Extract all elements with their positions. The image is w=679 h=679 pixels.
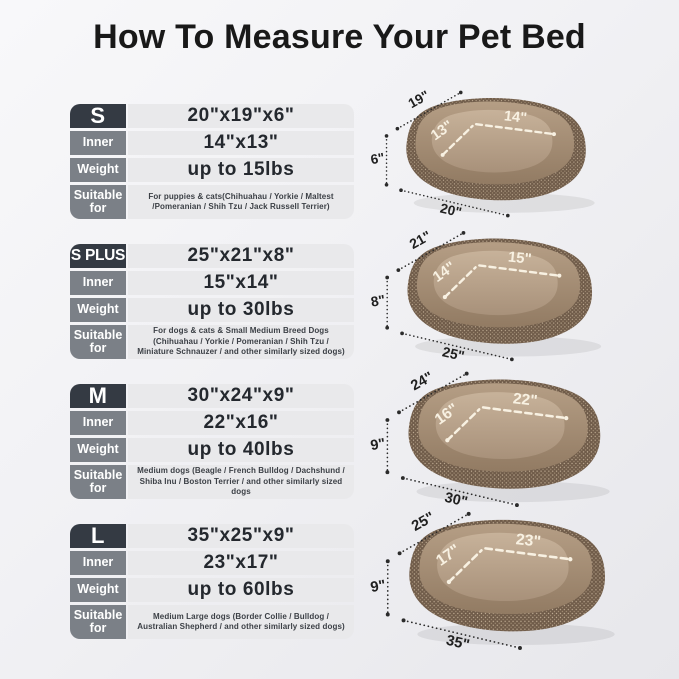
inner-dimensions-value: 15"x14" bbox=[128, 271, 354, 295]
suitable-row-label: Suitable for bbox=[70, 185, 126, 219]
outer-dimensions-value: 30"x24"x9" bbox=[128, 384, 354, 408]
inner-width-dimension: 23" bbox=[515, 531, 542, 551]
table-row: Inner 23"x17" bbox=[70, 551, 354, 575]
bed-shadow bbox=[413, 192, 595, 213]
size-table-l: L 35"x25"x9" Inner 23"x17" Weight up to … bbox=[70, 524, 354, 639]
bed-illustration: 21" 8" 25" 14" 15" bbox=[369, 227, 602, 364]
table-row: Suitable for For dogs & cats & Small Med… bbox=[70, 325, 354, 359]
suitable-value: For puppies & cats(Chihuahau / Yorkie / … bbox=[128, 185, 354, 219]
weight-row-label: Weight bbox=[70, 158, 126, 182]
bed-figure-s: 19" 6" 20" 13" 14" bbox=[369, 78, 642, 226]
weight-row-label: Weight bbox=[70, 578, 126, 602]
size-table-m: M 30"x24"x9" Inner 22"x16" Weight up to … bbox=[70, 384, 354, 499]
bed-illustration: 19" 6" 20" 13" 14" bbox=[369, 88, 595, 220]
table-row: Inner 22"x16" bbox=[70, 411, 354, 435]
front-width-dimension: 30" bbox=[443, 490, 469, 511]
inner-row-label: Inner bbox=[70, 271, 126, 295]
bed-figure-l: 25" 9" 35" 17" 23" bbox=[369, 498, 666, 659]
suitable-row-label: Suitable for bbox=[70, 325, 126, 359]
front-width-dimension: 35" bbox=[444, 633, 470, 654]
bed-cushion bbox=[435, 392, 565, 460]
bed-cushion bbox=[431, 109, 553, 173]
table-row: Weight up to 15lbs bbox=[70, 158, 354, 182]
side-height-dimension: 6" bbox=[370, 150, 386, 167]
top-edge-dimension: 24" bbox=[408, 369, 436, 394]
suitable-value: Medium Large dogs (Border Collie / Bulld… bbox=[128, 605, 354, 639]
outer-dimensions-value: 20"x19"x6" bbox=[128, 104, 354, 128]
size-badge: M bbox=[70, 384, 126, 408]
bed-cushion bbox=[433, 250, 558, 316]
inner-row-label: Inner bbox=[70, 411, 126, 435]
side-height-dimension: 9" bbox=[370, 578, 387, 596]
table-row: Weight up to 40lbs bbox=[70, 438, 354, 462]
table-row: Inner 14"x13" bbox=[70, 131, 354, 155]
inner-dimensions-value: 23"x17" bbox=[128, 551, 354, 575]
bed-shadow bbox=[417, 623, 615, 646]
page-title: How To Measure Your Pet Bed bbox=[93, 18, 586, 56]
suitable-row-label: Suitable for bbox=[70, 465, 126, 499]
table-row: Suitable for Medium Large dogs (Border C… bbox=[70, 605, 354, 639]
size-badge: L bbox=[70, 524, 126, 548]
inner-width-dimension: 15" bbox=[507, 249, 532, 267]
side-height-dimension: 8" bbox=[370, 291, 386, 309]
bed-shadow bbox=[415, 336, 602, 357]
table-row: S 20"x19"x6" bbox=[70, 104, 354, 128]
outer-dimensions-value: 35"x25"x9" bbox=[128, 524, 354, 548]
size-badge: S PLUS bbox=[70, 244, 126, 268]
bed-shadow bbox=[416, 480, 610, 503]
bed-illustration: 25" 9" 35" 17" 23" bbox=[369, 509, 615, 654]
outer-dimensions-value: 25"x21"x8" bbox=[128, 244, 354, 268]
inner-dimensions-value: 14"x13" bbox=[128, 131, 354, 155]
suitable-value: Medium dogs (Beagle / French Bulldog / D… bbox=[128, 465, 354, 499]
suitable-row-label: Suitable for bbox=[70, 605, 126, 639]
size-badge: S bbox=[70, 104, 126, 128]
table-row: Suitable for For puppies & cats(Chihuaha… bbox=[70, 185, 354, 219]
inner-width-dimension: 22" bbox=[512, 390, 538, 409]
outer-dimension-annotations: 21" 8" 25" bbox=[369, 227, 514, 364]
size-section-s-plus: S PLUS 25"x21"x8" Inner 15"x14" Weight u… bbox=[0, 227, 679, 371]
weight-value: up to 30lbs bbox=[128, 298, 354, 322]
top-edge-dimension: 25" bbox=[409, 509, 437, 534]
weight-value: up to 40lbs bbox=[128, 438, 354, 462]
inner-row-label: Inner bbox=[70, 551, 126, 575]
inner-width-dimension: 14" bbox=[503, 108, 528, 126]
size-table-s-plus: S PLUS 25"x21"x8" Inner 15"x14" Weight u… bbox=[70, 244, 354, 359]
table-row: S PLUS 25"x21"x8" bbox=[70, 244, 354, 268]
table-row: Inner 15"x14" bbox=[70, 271, 354, 295]
weight-row-label: Weight bbox=[70, 438, 126, 462]
suitable-value: For dogs & cats & Small Medium Breed Dog… bbox=[128, 325, 354, 359]
size-table-s: S 20"x19"x6" Inner 14"x13" Weight up to … bbox=[70, 104, 354, 219]
table-row: Weight up to 30lbs bbox=[70, 298, 354, 322]
side-height-dimension: 9" bbox=[370, 436, 387, 454]
table-row: Weight up to 60lbs bbox=[70, 578, 354, 602]
top-edge-dimension: 19" bbox=[406, 88, 432, 112]
inner-row-label: Inner bbox=[70, 131, 126, 155]
inner-dimensions-value: 22"x16" bbox=[128, 411, 354, 435]
table-row: Suitable for Medium dogs (Beagle / Frenc… bbox=[70, 465, 354, 499]
size-section-m: M 30"x24"x9" Inner 22"x16" Weight up to … bbox=[0, 369, 679, 511]
table-row: M 30"x24"x9" bbox=[70, 384, 354, 408]
size-section-s: S 20"x19"x6" Inner 14"x13" Weight up to … bbox=[0, 88, 679, 231]
bed-figure-s-plus: 21" 8" 25" 14" 15" bbox=[369, 218, 650, 370]
bed-figure-m: 24" 9" 30" 16" 22" bbox=[369, 358, 660, 516]
weight-row-label: Weight bbox=[70, 298, 126, 322]
table-row: L 35"x25"x9" bbox=[70, 524, 354, 548]
weight-value: up to 60lbs bbox=[128, 578, 354, 602]
front-width-dimension: 20" bbox=[439, 201, 463, 220]
front-width-dimension: 25" bbox=[441, 343, 466, 364]
size-section-l: L 35"x25"x9" Inner 23"x17" Weight up to … bbox=[0, 509, 679, 654]
top-edge-dimension: 21" bbox=[407, 227, 434, 252]
bed-illustration: 24" 9" 30" 16" 22" bbox=[369, 369, 610, 511]
bed-cushion bbox=[437, 532, 569, 602]
weight-value: up to 15lbs bbox=[128, 158, 354, 182]
